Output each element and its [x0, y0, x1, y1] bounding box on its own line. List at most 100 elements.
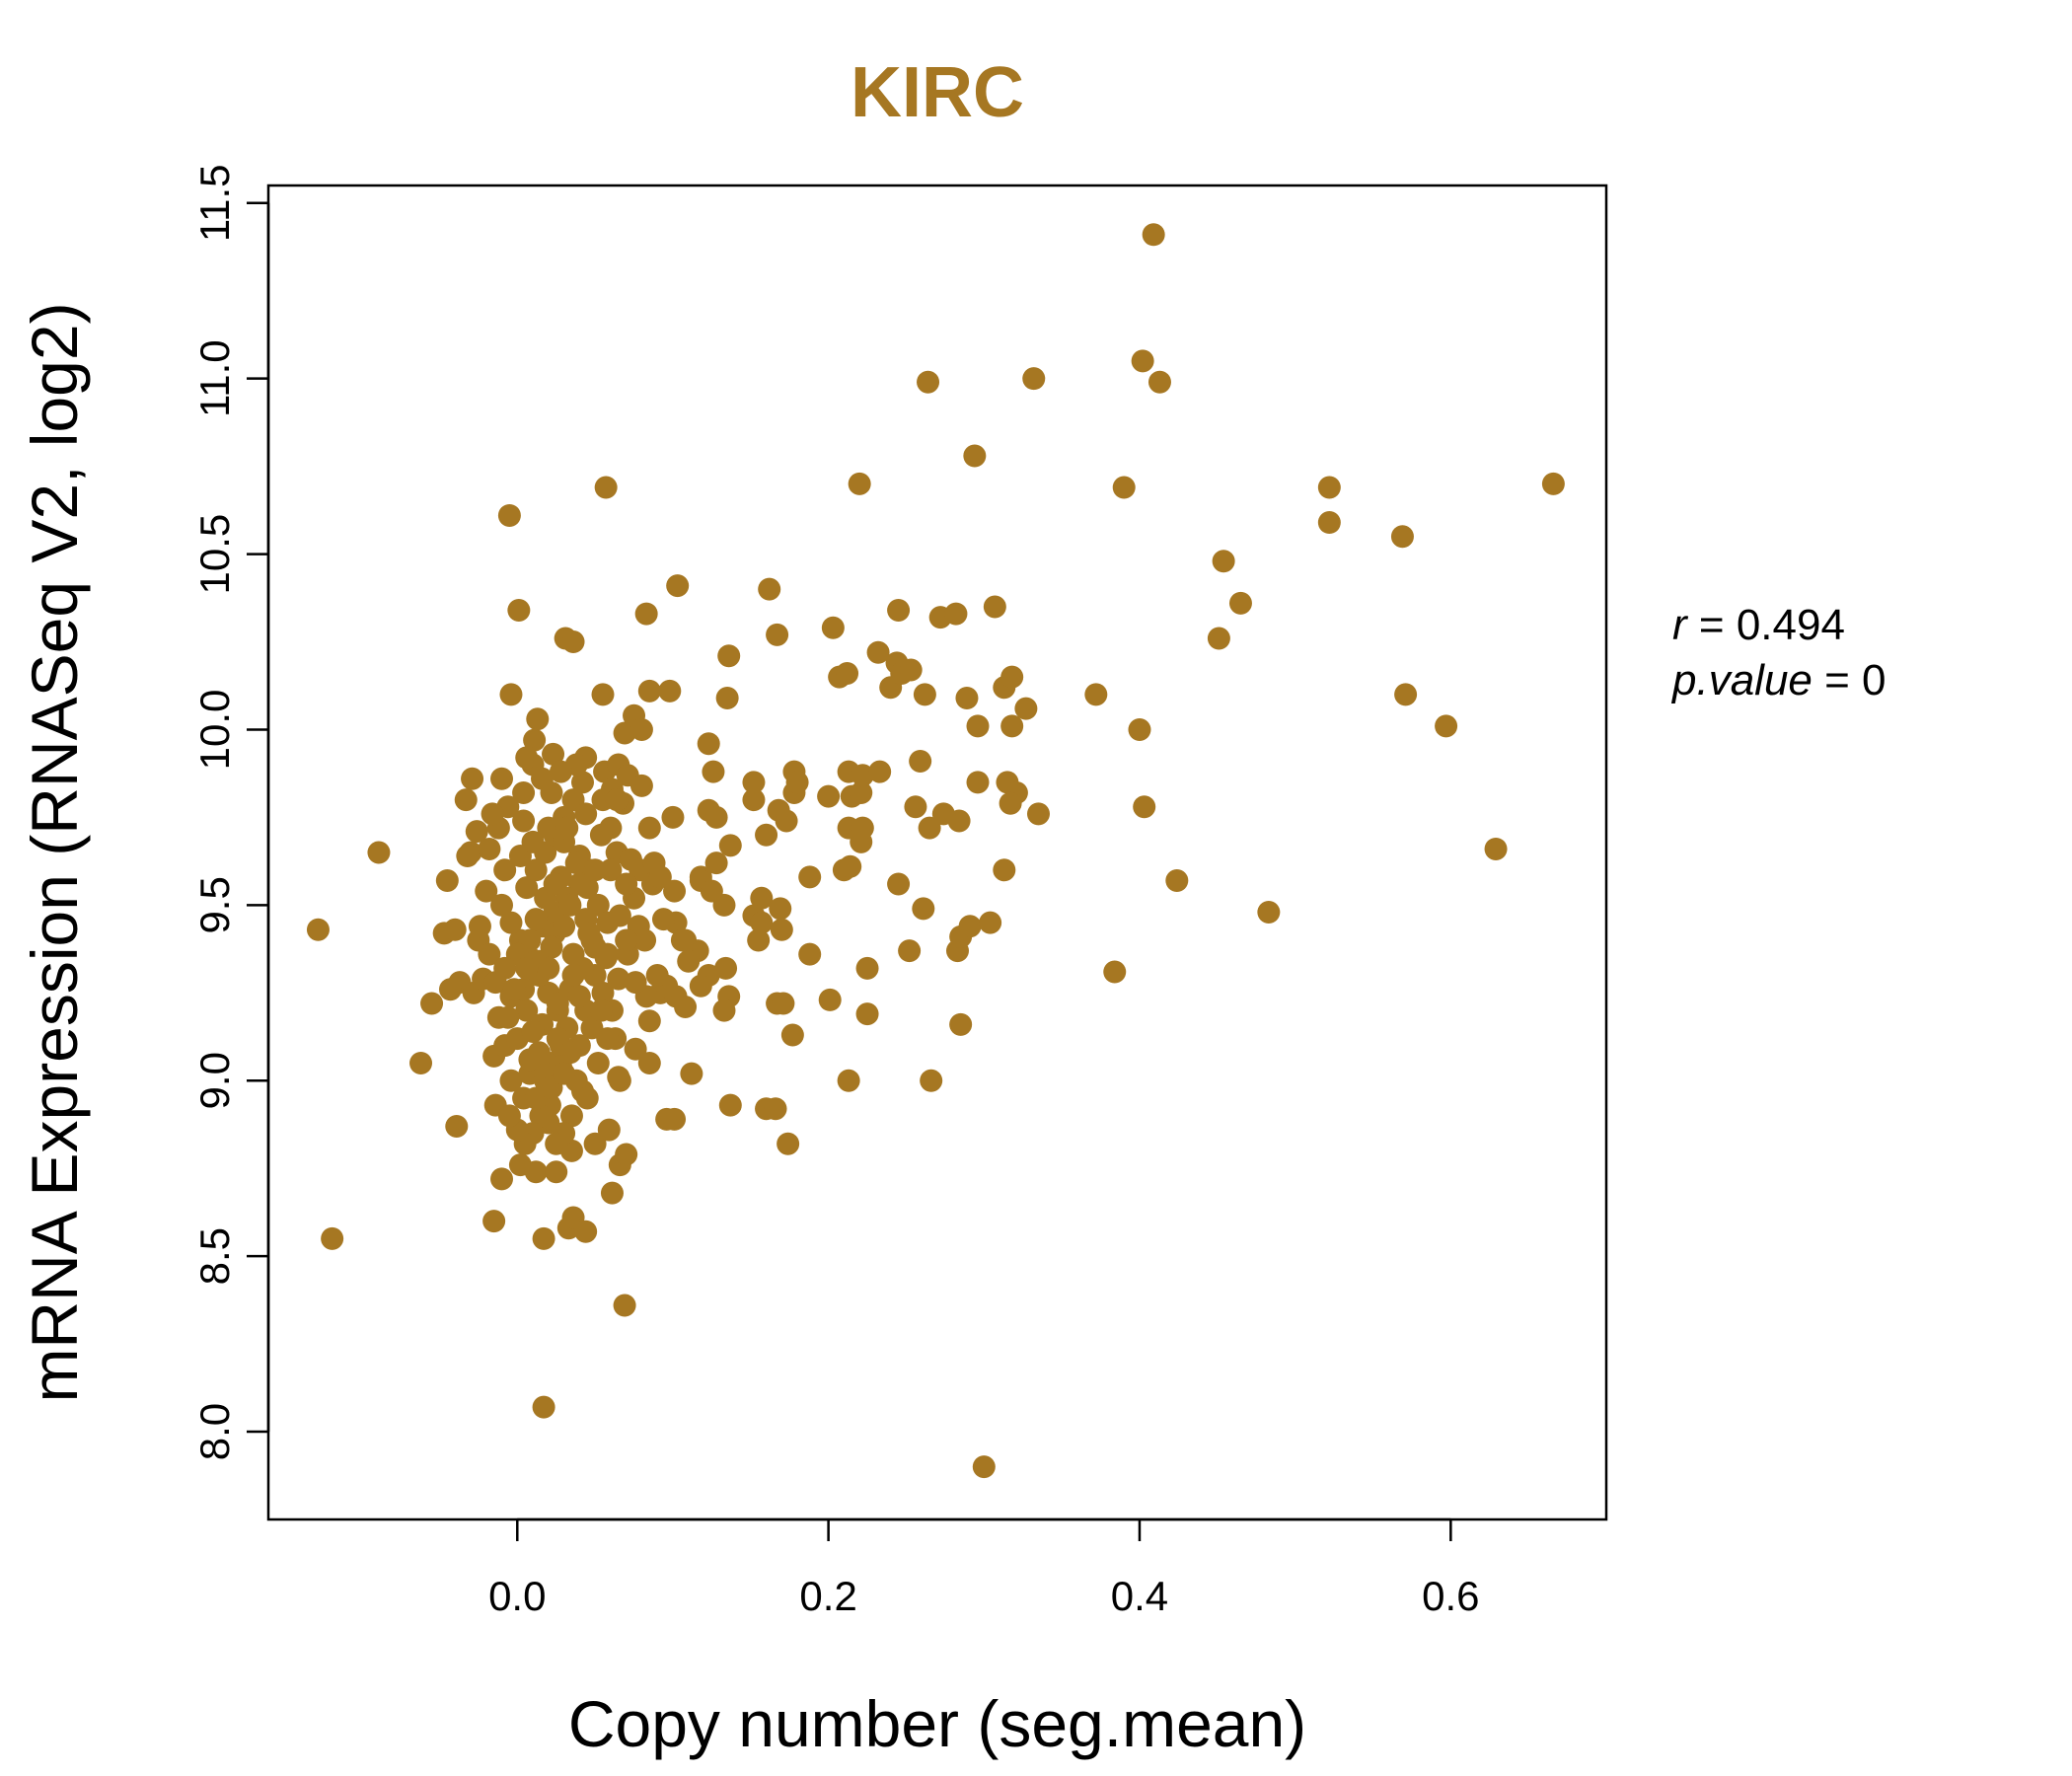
data-point: [674, 996, 698, 1019]
data-point: [866, 640, 890, 664]
data-point: [594, 476, 618, 499]
data-point: [755, 823, 778, 847]
data-point: [483, 971, 507, 995]
data-point: [527, 1041, 551, 1065]
data-point: [1317, 511, 1341, 535]
data-point: [1257, 900, 1281, 924]
data-point: [1022, 367, 1046, 391]
data-point: [629, 717, 653, 741]
data-point: [651, 908, 675, 931]
p-label: p.value: [1670, 656, 1813, 704]
data-point: [575, 1086, 599, 1110]
data-point: [1394, 683, 1418, 706]
data-point: [435, 868, 459, 892]
data-point: [615, 1143, 638, 1166]
data-point: [515, 746, 539, 770]
data-point: [553, 1062, 576, 1085]
data-point: [966, 714, 990, 738]
data-point: [306, 918, 330, 941]
y-tick-label: 9.0: [191, 1052, 238, 1109]
x-axis: 0.0 0.2 0.4 0.6: [488, 1517, 1480, 1619]
data-point: [532, 1395, 555, 1419]
data-point: [955, 686, 979, 709]
data-point: [704, 805, 728, 829]
data-point: [1390, 525, 1414, 549]
data-point: [540, 781, 563, 805]
data-point: [637, 1051, 661, 1074]
data-point: [571, 771, 595, 794]
data-point: [818, 988, 842, 1011]
data-point: [887, 872, 911, 896]
correlation-stat: r = 0.494: [1672, 601, 1845, 649]
data-point: [600, 1181, 624, 1205]
data-point: [1317, 476, 1341, 499]
data-point: [848, 472, 871, 495]
data-point: [567, 985, 591, 1008]
data-point: [1026, 802, 1050, 826]
data-point: [524, 858, 548, 882]
data-point: [586, 1051, 610, 1074]
data-point: [465, 820, 488, 844]
data-point: [615, 928, 638, 952]
data-point: [482, 1210, 506, 1233]
data-point: [637, 1009, 661, 1033]
data-point: [966, 771, 990, 794]
data-point: [663, 879, 687, 903]
data-point: [1133, 795, 1156, 819]
data-point: [591, 683, 615, 706]
data-point: [798, 942, 822, 966]
data-point: [613, 1294, 636, 1317]
data-point: [502, 978, 526, 1001]
data-point: [742, 788, 766, 812]
data-point: [742, 771, 766, 794]
data-point: [855, 956, 879, 980]
data-point: [546, 992, 569, 1015]
data-point: [496, 1005, 520, 1029]
y-tick-label: 8.0: [191, 1403, 238, 1460]
data-point: [972, 1455, 996, 1479]
data-point: [367, 841, 391, 864]
data-point: [1212, 550, 1235, 573]
data-point: [944, 602, 968, 626]
data-point: [777, 1132, 800, 1155]
data-point: [624, 971, 647, 995]
data-point: [529, 1104, 553, 1128]
data-point: [409, 1051, 433, 1074]
data-point: [1131, 349, 1154, 373]
data-point: [599, 858, 623, 882]
data-point: [499, 911, 523, 934]
data-point: [558, 893, 582, 917]
data-point: [589, 999, 613, 1022]
data-point: [661, 805, 685, 829]
data-point: [574, 802, 598, 826]
data-point: [645, 964, 669, 988]
data-point: [747, 928, 771, 952]
data-point: [615, 872, 638, 896]
data-point: [912, 897, 935, 921]
data-point: [769, 897, 792, 921]
p-equals: =: [1813, 656, 1862, 704]
data-point: [851, 764, 874, 787]
data-point: [512, 781, 536, 805]
data-point: [321, 1226, 344, 1250]
data-point: [689, 974, 712, 998]
y-tick-label: 10.5: [191, 514, 238, 595]
p-value-stat: p.value = 0: [1670, 656, 1887, 704]
chart-title: KIRC: [851, 53, 1024, 132]
p-value: 0: [1862, 656, 1886, 704]
data-point: [758, 577, 781, 601]
r-equals: =: [1687, 601, 1737, 649]
data-point: [898, 939, 922, 963]
r-label: r: [1672, 601, 1689, 649]
data-point: [949, 1012, 973, 1036]
data-point: [947, 809, 971, 833]
data-point: [490, 767, 514, 790]
data-point: [750, 911, 774, 934]
data-point: [666, 574, 690, 598]
x-tick-label: 0.6: [1422, 1573, 1479, 1619]
data-point: [597, 1118, 621, 1142]
data-point: [542, 742, 565, 766]
data-point: [589, 823, 613, 847]
data-point: [493, 858, 517, 882]
data-point: [717, 644, 741, 668]
